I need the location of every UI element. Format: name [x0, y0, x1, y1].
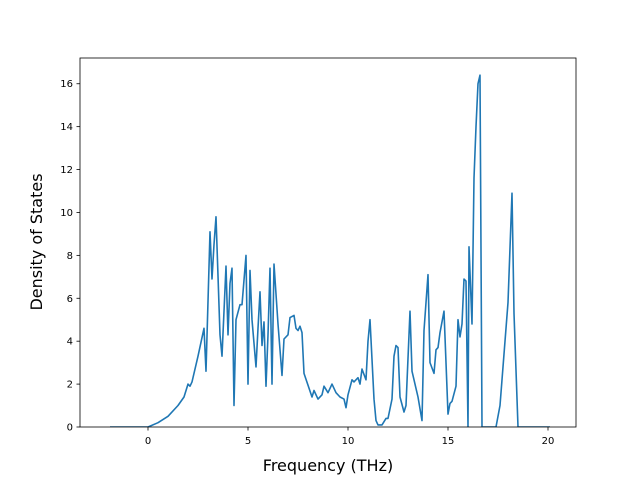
y-tick-label: 4 [67, 337, 73, 348]
y-tick-label: 8 [67, 251, 73, 262]
x-tick-label: 15 [442, 436, 455, 447]
x-tick-label: 0 [145, 436, 151, 447]
y-tick-label: 6 [67, 294, 73, 305]
y-tick-label: 0 [67, 423, 73, 434]
series-line-0 [110, 74, 550, 427]
y-tick-label: 14 [60, 122, 73, 133]
series-group [110, 74, 550, 427]
y-tick-label: 12 [60, 165, 73, 176]
x-axis-label: Frequency (THz) [263, 456, 393, 475]
x-tick-label: 10 [342, 436, 355, 447]
plot-frame [79, 57, 577, 428]
y-axis-label: Density of States [27, 173, 46, 310]
x-tick-label: 5 [245, 436, 251, 447]
x-tick-label: 20 [542, 436, 555, 447]
y-tick-label: 16 [60, 79, 73, 90]
y-tick-label: 10 [60, 208, 73, 219]
y-tick-label: 2 [67, 380, 73, 391]
axis-ticks: 0 5 10 15 20 0 2 4 6 8 10 12 14 16 [60, 79, 554, 447]
